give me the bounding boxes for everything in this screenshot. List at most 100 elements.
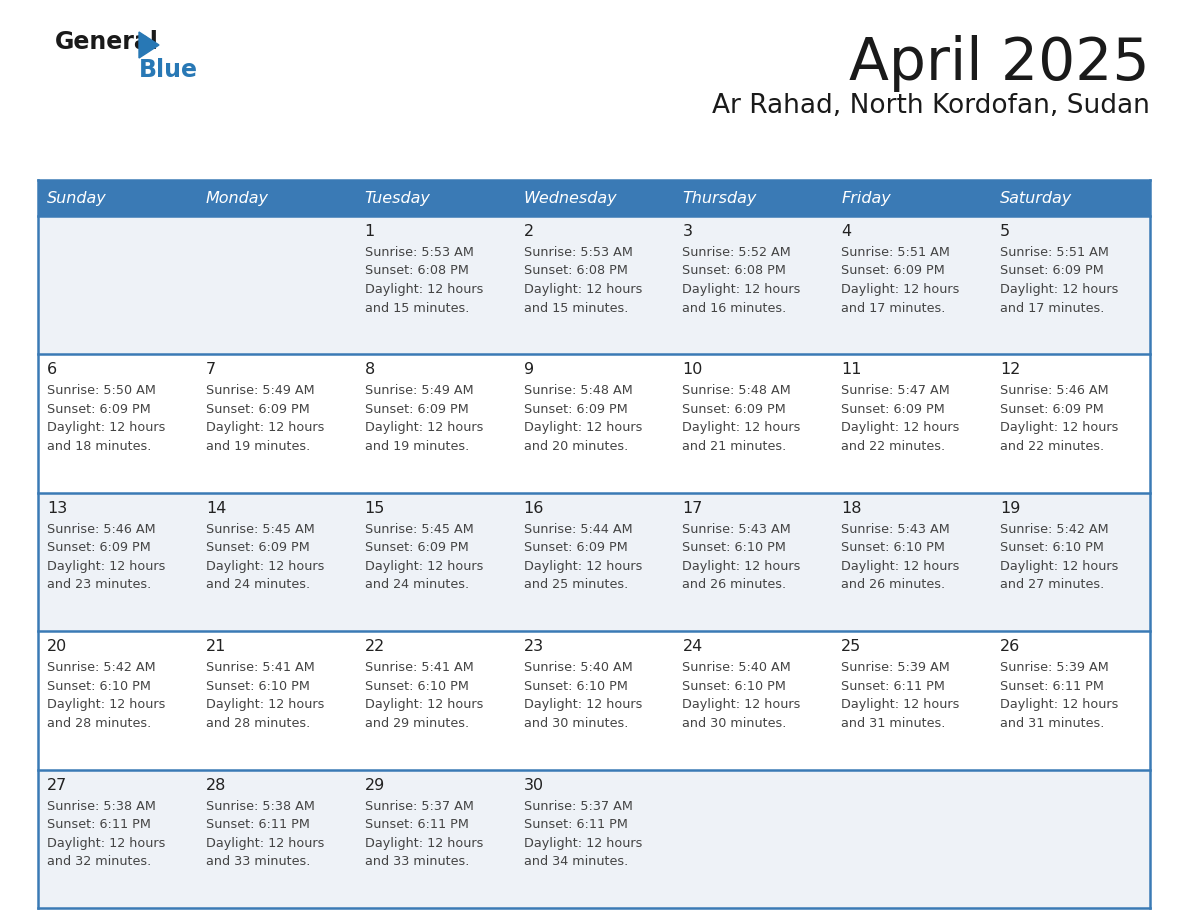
Text: and 19 minutes.: and 19 minutes.: [365, 440, 469, 453]
Text: Sunrise: 5:42 AM: Sunrise: 5:42 AM: [48, 661, 156, 674]
Text: Sunrise: 5:53 AM: Sunrise: 5:53 AM: [524, 246, 632, 259]
Text: Sunrise: 5:46 AM: Sunrise: 5:46 AM: [48, 522, 156, 536]
Text: and 28 minutes.: and 28 minutes.: [48, 717, 151, 730]
Text: and 30 minutes.: and 30 minutes.: [682, 717, 786, 730]
Text: Sunrise: 5:52 AM: Sunrise: 5:52 AM: [682, 246, 791, 259]
Text: Sunset: 6:11 PM: Sunset: 6:11 PM: [1000, 679, 1104, 693]
Text: and 28 minutes.: and 28 minutes.: [206, 717, 310, 730]
Text: and 20 minutes.: and 20 minutes.: [524, 440, 627, 453]
Text: Sunrise: 5:40 AM: Sunrise: 5:40 AM: [682, 661, 791, 674]
Text: Daylight: 12 hours: Daylight: 12 hours: [682, 283, 801, 296]
Text: Sunset: 6:08 PM: Sunset: 6:08 PM: [524, 264, 627, 277]
Text: Daylight: 12 hours: Daylight: 12 hours: [1000, 699, 1119, 711]
Text: 14: 14: [206, 501, 226, 516]
Bar: [38, 632, 1150, 769]
Text: and 31 minutes.: and 31 minutes.: [1000, 717, 1105, 730]
Text: Sunrise: 5:47 AM: Sunrise: 5:47 AM: [841, 385, 950, 397]
Text: April 2025: April 2025: [849, 35, 1150, 92]
Text: Sunset: 6:10 PM: Sunset: 6:10 PM: [841, 542, 946, 554]
Bar: [197, 180, 355, 216]
Text: and 30 minutes.: and 30 minutes.: [524, 717, 628, 730]
Text: 26: 26: [1000, 639, 1020, 655]
Text: Thursday: Thursday: [682, 191, 757, 206]
Text: Daylight: 12 hours: Daylight: 12 hours: [365, 283, 484, 296]
Text: Daylight: 12 hours: Daylight: 12 hours: [841, 699, 960, 711]
Text: 13: 13: [48, 501, 68, 516]
Text: and 25 minutes.: and 25 minutes.: [524, 578, 627, 591]
Text: Sunrise: 5:53 AM: Sunrise: 5:53 AM: [365, 246, 474, 259]
Bar: [38, 493, 1150, 632]
Text: Daylight: 12 hours: Daylight: 12 hours: [48, 836, 165, 849]
Text: 2: 2: [524, 224, 533, 239]
Text: Sunrise: 5:51 AM: Sunrise: 5:51 AM: [1000, 246, 1110, 259]
Text: Sunrise: 5:41 AM: Sunrise: 5:41 AM: [206, 661, 315, 674]
Text: 16: 16: [524, 501, 544, 516]
Text: Daylight: 12 hours: Daylight: 12 hours: [365, 421, 484, 434]
Text: and 15 minutes.: and 15 minutes.: [365, 301, 469, 315]
Text: and 33 minutes.: and 33 minutes.: [206, 855, 310, 868]
Text: Daylight: 12 hours: Daylight: 12 hours: [682, 421, 801, 434]
Text: 17: 17: [682, 501, 703, 516]
Text: 30: 30: [524, 778, 544, 792]
Text: Sunrise: 5:38 AM: Sunrise: 5:38 AM: [206, 800, 315, 812]
Text: Sunset: 6:09 PM: Sunset: 6:09 PM: [48, 403, 151, 416]
Text: and 34 minutes.: and 34 minutes.: [524, 855, 627, 868]
Text: Daylight: 12 hours: Daylight: 12 hours: [682, 699, 801, 711]
Text: and 21 minutes.: and 21 minutes.: [682, 440, 786, 453]
Text: Sunrise: 5:50 AM: Sunrise: 5:50 AM: [48, 385, 156, 397]
Text: and 15 minutes.: and 15 minutes.: [524, 301, 628, 315]
Text: Sunset: 6:10 PM: Sunset: 6:10 PM: [682, 542, 786, 554]
Text: 24: 24: [682, 639, 702, 655]
Polygon shape: [139, 32, 159, 58]
Text: Sunrise: 5:48 AM: Sunrise: 5:48 AM: [682, 385, 791, 397]
Text: and 33 minutes.: and 33 minutes.: [365, 855, 469, 868]
Text: Daylight: 12 hours: Daylight: 12 hours: [206, 836, 324, 849]
Text: and 27 minutes.: and 27 minutes.: [1000, 578, 1105, 591]
Text: Sunrise: 5:39 AM: Sunrise: 5:39 AM: [1000, 661, 1108, 674]
Text: Sunday: Sunday: [48, 191, 107, 206]
Text: Sunset: 6:09 PM: Sunset: 6:09 PM: [48, 542, 151, 554]
Text: and 17 minutes.: and 17 minutes.: [841, 301, 946, 315]
Text: 23: 23: [524, 639, 544, 655]
Text: Sunrise: 5:44 AM: Sunrise: 5:44 AM: [524, 522, 632, 536]
Text: and 22 minutes.: and 22 minutes.: [841, 440, 946, 453]
Text: Sunset: 6:10 PM: Sunset: 6:10 PM: [206, 679, 310, 693]
Text: Daylight: 12 hours: Daylight: 12 hours: [365, 699, 484, 711]
Text: Daylight: 12 hours: Daylight: 12 hours: [524, 699, 642, 711]
Text: Sunrise: 5:38 AM: Sunrise: 5:38 AM: [48, 800, 156, 812]
Text: Sunset: 6:10 PM: Sunset: 6:10 PM: [365, 679, 468, 693]
Text: Daylight: 12 hours: Daylight: 12 hours: [841, 560, 960, 573]
Text: and 16 minutes.: and 16 minutes.: [682, 301, 786, 315]
Text: Sunset: 6:09 PM: Sunset: 6:09 PM: [682, 403, 786, 416]
Text: 19: 19: [1000, 501, 1020, 516]
Text: and 22 minutes.: and 22 minutes.: [1000, 440, 1105, 453]
Text: and 26 minutes.: and 26 minutes.: [682, 578, 786, 591]
Text: and 31 minutes.: and 31 minutes.: [841, 717, 946, 730]
Bar: [991, 180, 1150, 216]
Text: Ar Rahad, North Kordofan, Sudan: Ar Rahad, North Kordofan, Sudan: [712, 93, 1150, 119]
Text: Daylight: 12 hours: Daylight: 12 hours: [1000, 283, 1119, 296]
Text: Tuesday: Tuesday: [365, 191, 430, 206]
Text: 1: 1: [365, 224, 375, 239]
Text: and 19 minutes.: and 19 minutes.: [206, 440, 310, 453]
Text: Sunset: 6:09 PM: Sunset: 6:09 PM: [206, 542, 310, 554]
Text: Sunset: 6:09 PM: Sunset: 6:09 PM: [365, 403, 468, 416]
Text: Sunrise: 5:46 AM: Sunrise: 5:46 AM: [1000, 385, 1108, 397]
Text: Daylight: 12 hours: Daylight: 12 hours: [524, 836, 642, 849]
Text: Sunset: 6:09 PM: Sunset: 6:09 PM: [365, 542, 468, 554]
Text: Daylight: 12 hours: Daylight: 12 hours: [365, 560, 484, 573]
Text: Daylight: 12 hours: Daylight: 12 hours: [206, 421, 324, 434]
Text: 29: 29: [365, 778, 385, 792]
Text: and 17 minutes.: and 17 minutes.: [1000, 301, 1105, 315]
Text: 11: 11: [841, 363, 861, 377]
Text: 3: 3: [682, 224, 693, 239]
Text: Sunset: 6:11 PM: Sunset: 6:11 PM: [841, 679, 946, 693]
Text: Sunrise: 5:42 AM: Sunrise: 5:42 AM: [1000, 522, 1108, 536]
Text: Blue: Blue: [139, 58, 198, 82]
Text: Sunrise: 5:41 AM: Sunrise: 5:41 AM: [365, 661, 474, 674]
Text: Sunset: 6:09 PM: Sunset: 6:09 PM: [1000, 403, 1104, 416]
Text: Sunrise: 5:43 AM: Sunrise: 5:43 AM: [682, 522, 791, 536]
Text: 7: 7: [206, 363, 216, 377]
Text: Sunrise: 5:49 AM: Sunrise: 5:49 AM: [365, 385, 473, 397]
Text: Sunrise: 5:49 AM: Sunrise: 5:49 AM: [206, 385, 315, 397]
